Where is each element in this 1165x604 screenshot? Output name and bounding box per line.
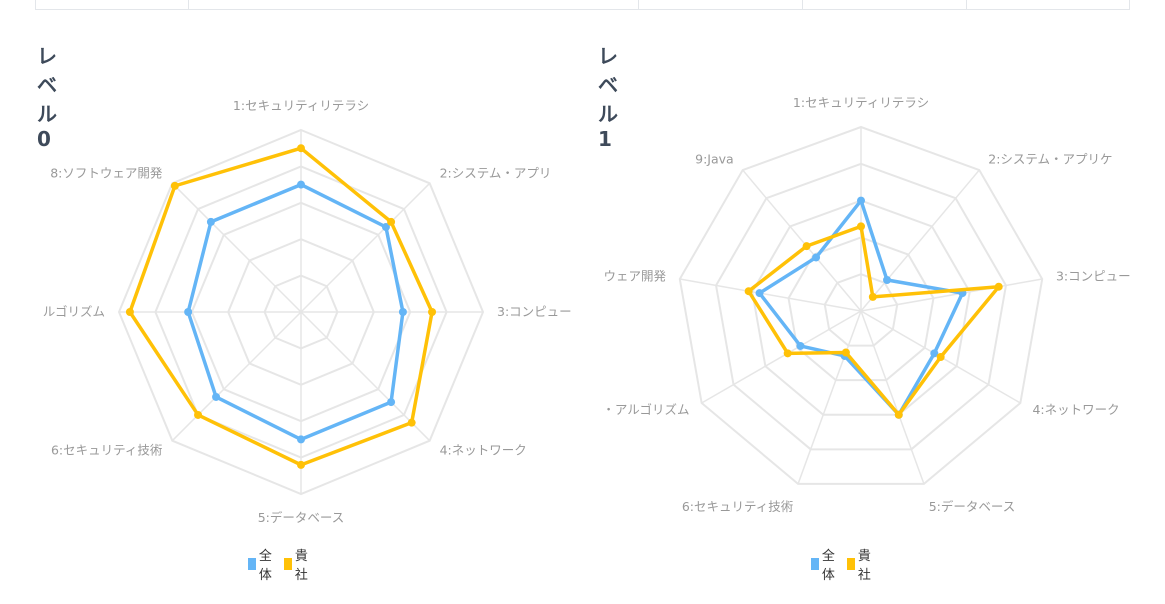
series-overall-point: [883, 275, 892, 284]
grid-spoke: [171, 311, 302, 442]
series-company-point: [125, 308, 134, 316]
series-overall-point: [387, 398, 396, 407]
grid-spoke: [300, 182, 431, 313]
grid-spoke: [797, 310, 862, 485]
series-overall-point: [857, 196, 865, 205]
series-company-point: [170, 181, 179, 190]
axis-label: 2:システム・アプリケ: [988, 151, 1112, 166]
axis-label: 2:システム・アプリ: [440, 165, 552, 180]
series-company-point: [744, 287, 753, 296]
axis-label: 6:セキュリティ技術: [51, 443, 162, 458]
axis-label: 1:セキュリティリテラシ: [233, 98, 369, 113]
grid-spoke: [860, 278, 1043, 312]
grid-spoke: [860, 169, 980, 312]
axis-label: 4:ネットワーク: [1032, 402, 1119, 417]
grid-ring: [787, 236, 935, 382]
chart-title: レベル0: [37, 44, 58, 151]
series-company-point: [194, 410, 203, 419]
series-overall-point: [297, 435, 305, 444]
grid-spoke: [171, 182, 302, 313]
series-overall-point: [206, 217, 215, 226]
table-column-divider: [638, 0, 639, 9]
axis-label: 8:ソフトウェア開発: [50, 165, 163, 180]
series-overall-point: [812, 253, 821, 262]
legend-item-company[interactable]: 貴社: [847, 545, 875, 583]
series-company-point: [936, 353, 945, 361]
series-company-point: [297, 460, 305, 469]
series-company-point: [894, 410, 903, 419]
series-company-point: [868, 292, 877, 301]
series-overall-point: [796, 341, 805, 350]
grid-ring: [751, 199, 971, 416]
axis-label: 1:セキュリティリテラシ: [793, 95, 929, 110]
radar-chart-level-0: 1:セキュリティリテラシ 2:システム・アプリ 3:コンピュー 4:ネットワーク 5:デ…: [43, 98, 572, 525]
series-company-point: [407, 418, 416, 427]
legend-label-company: 貴社: [294, 549, 308, 583]
axis-label: 3:コンピュー: [1056, 269, 1131, 284]
top-table-remnant: [35, 0, 1130, 10]
series-overall-point: [755, 289, 764, 298]
legend-swatch-company: [847, 558, 855, 570]
table-column-divider: [802, 0, 803, 9]
axis-label: ルゴリズム: [43, 304, 105, 319]
legend-label-overall: 全体: [258, 549, 272, 583]
series-company-point: [387, 217, 396, 226]
grid-spoke: [860, 310, 925, 485]
series-overall-point: [398, 308, 407, 316]
legend-item-overall[interactable]: 全体: [248, 545, 276, 583]
legend-item-overall[interactable]: 全体: [811, 545, 839, 583]
legend-label-company: 貴社: [857, 549, 871, 583]
series-company-point: [841, 348, 850, 357]
axis-label: ウェア開発: [603, 269, 666, 284]
chart-title: レベル1: [598, 44, 619, 151]
series-overall-point: [212, 392, 221, 401]
series-overall-point: [381, 223, 390, 232]
axis-label: 6:セキュリティ技術: [682, 499, 793, 514]
axis-label: 9:Java: [695, 151, 734, 166]
legend-swatch-overall: [811, 558, 819, 570]
chart-legend: 全体 貴社: [248, 545, 312, 583]
axis-label: 5:データベース: [258, 510, 345, 525]
series-overall-point: [930, 349, 939, 358]
series-company-line: [128, 146, 434, 467]
series-company-line: [746, 224, 1001, 417]
series-company-point: [857, 222, 865, 231]
grid-spoke: [300, 311, 431, 442]
axis-label: 3:コンピュー: [497, 304, 572, 319]
axis-label: 4:ネットワーク: [440, 443, 527, 458]
grid-ring: [714, 162, 1008, 451]
axis-label: 5:データベース: [929, 499, 1016, 514]
legend-swatch-overall: [248, 558, 256, 570]
series-company-point: [802, 242, 811, 251]
table-column-divider: [966, 0, 967, 9]
table-column-divider: [188, 0, 189, 9]
radar-chart-level-1: 1:セキュリティリテラシ 2:システム・アプリケ 3:コンピュー 4:ネットワーク 5:…: [602, 95, 1131, 514]
series-company-point: [428, 308, 437, 316]
chart-legend: 全体 貴社: [811, 545, 875, 583]
axis-label: ・アルゴリズム: [602, 402, 689, 417]
grid-spoke: [701, 310, 862, 404]
series-overall-point: [297, 180, 305, 189]
legend-label-overall: 全体: [821, 549, 835, 583]
series-overall-point: [184, 308, 193, 316]
legend-swatch-company: [284, 558, 292, 570]
series-company-point: [783, 349, 792, 358]
grid-ring: [678, 125, 1044, 485]
grid-spoke: [742, 169, 862, 312]
grid-spoke: [679, 278, 862, 312]
legend-item-company[interactable]: 貴社: [284, 545, 312, 583]
series-company-point: [297, 144, 305, 153]
series-company-point: [994, 282, 1003, 291]
